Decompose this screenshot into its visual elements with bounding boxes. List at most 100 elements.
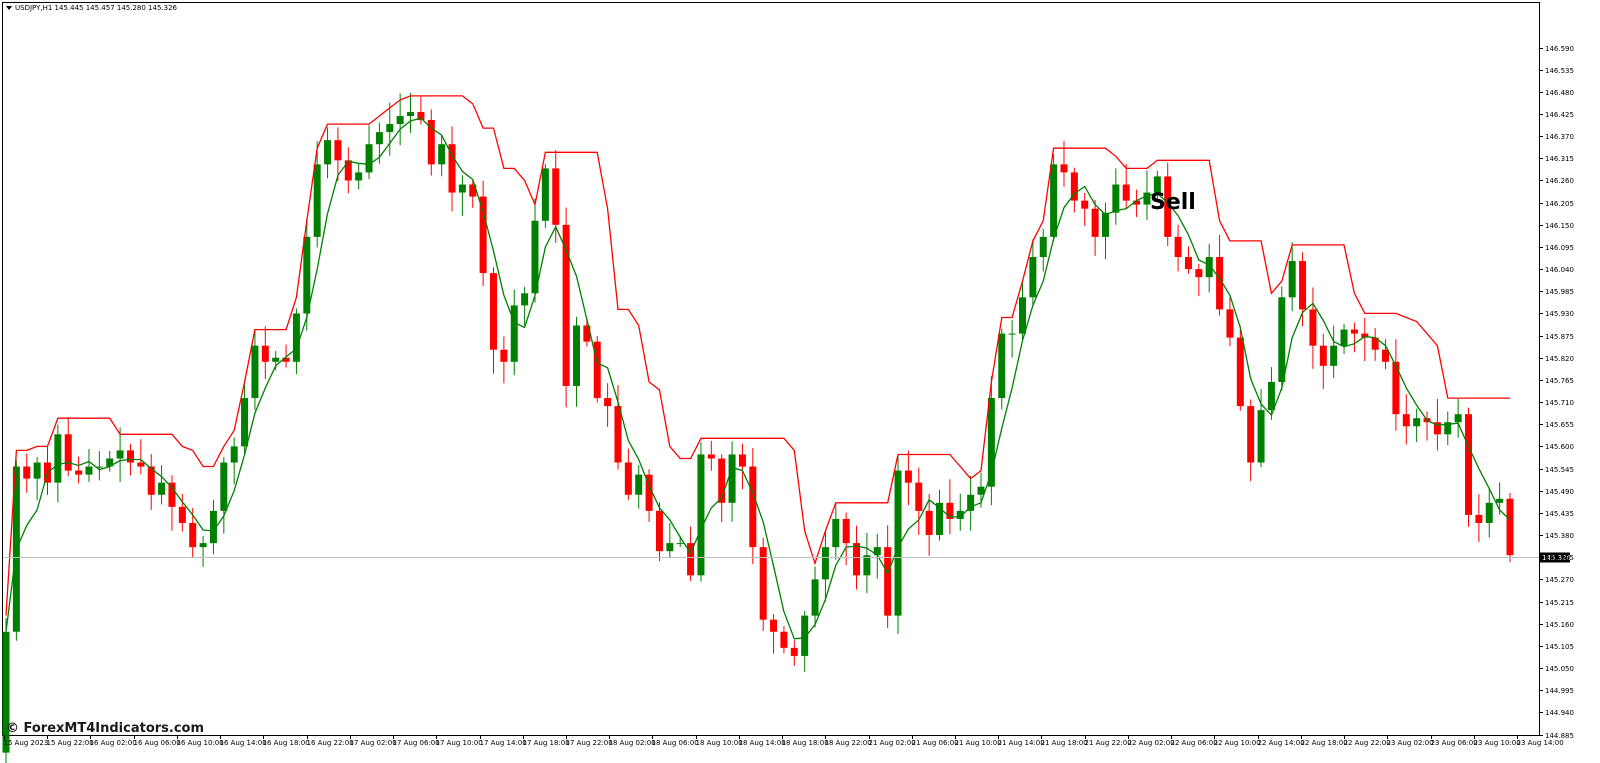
x-tick-label: 17 Aug 02:00	[350, 739, 397, 747]
bull-candle-body	[2, 631, 10, 753]
bull-candle-body	[967, 494, 975, 511]
bull-candle-body	[1018, 297, 1026, 334]
bear-candle-body	[1465, 414, 1473, 515]
bear-candle-body	[904, 470, 912, 483]
price-axis: 146.590 146.535 146.480 146.425 146.370 146.3…	[1539, 45, 1574, 740]
bands-layer	[5, 95, 1511, 640]
y-tick-label: 145.765	[1545, 377, 1574, 385]
bull-candle-body	[458, 184, 466, 193]
x-tick-label: 21 Aug 14:00	[998, 739, 1045, 747]
bull-candle-body	[1205, 257, 1213, 278]
x-tick-label: 23 Aug 10:00	[1474, 739, 1521, 747]
bear-candle-body	[583, 325, 591, 342]
y-tick-label: 146.590	[1545, 45, 1574, 53]
x-tick-label: 16 Aug 18:00	[263, 739, 310, 747]
bear-candle-body	[1361, 333, 1369, 338]
bear-candle-body	[1174, 236, 1182, 258]
x-tick-label: 16 Aug 02:00	[90, 739, 137, 747]
x-tick-label: 23 Aug 02:00	[1387, 739, 1434, 747]
bear-candle-body	[500, 349, 508, 362]
bear-candle-body	[1081, 200, 1089, 209]
bear-candle-body	[1392, 361, 1400, 415]
bull-candle-body	[1496, 498, 1504, 503]
bear-candle-body	[1195, 269, 1203, 278]
bull-candle-body	[1444, 422, 1452, 435]
bear-candle-body	[490, 273, 498, 350]
x-tick-label: 16 Aug 06:00	[134, 739, 181, 747]
bear-candle-body	[1122, 184, 1130, 201]
bull-candle-body	[116, 450, 124, 459]
y-tick-label: 145.875	[1545, 333, 1574, 341]
bull-candle-body	[209, 510, 217, 544]
bull-candle-body	[158, 482, 166, 495]
y-tick-label: 146.480	[1545, 89, 1574, 97]
bear-candle-body	[624, 462, 632, 495]
bear-candle-body	[655, 510, 663, 552]
last-price-tag-label: 145.326	[1542, 554, 1571, 562]
x-tick-label: 21 Aug 06:00	[912, 739, 959, 747]
bear-candle-body	[707, 454, 715, 459]
bull-candle-body	[292, 313, 300, 362]
x-tick-label: 17 Aug 22:00	[566, 739, 613, 747]
bull-candle-body	[873, 547, 881, 556]
bear-candle-body	[853, 543, 861, 576]
bull-candle-body	[396, 115, 404, 125]
bull-candle-body	[987, 398, 995, 487]
bear-candle-body	[1475, 514, 1483, 523]
bear-candle-body	[469, 184, 477, 197]
bear-candle-body	[1433, 422, 1441, 435]
bull-candle-body	[303, 236, 311, 314]
y-tick-label: 146.150	[1545, 222, 1574, 230]
bull-candle-body	[1485, 502, 1493, 523]
bear-candle-body	[75, 470, 83, 475]
bear-candle-body	[1299, 261, 1307, 310]
bear-candle-body	[1226, 309, 1234, 338]
bear-candle-body	[790, 647, 798, 656]
bull-candle-body	[220, 462, 228, 511]
bear-candle-body	[282, 357, 290, 362]
y-tick-label: 145.820	[1545, 355, 1574, 363]
x-tick-label: 18 Aug 02:00	[609, 739, 656, 747]
x-tick-label: 16 Aug 14:00	[220, 739, 267, 747]
bear-candle-body	[427, 120, 435, 165]
bear-candle-body	[1382, 349, 1390, 362]
bear-candle-body	[770, 619, 778, 632]
bear-candle-body	[64, 434, 72, 471]
chart-menu-triangle-icon[interactable]	[6, 6, 12, 10]
bear-candle-body	[261, 345, 269, 362]
bull-candle-body	[1454, 414, 1462, 423]
x-tick-label: 22 Aug 14:00	[1258, 739, 1305, 747]
bear-candle-body	[718, 458, 726, 503]
bear-candle-body	[1506, 498, 1514, 556]
bull-candle-body	[1278, 297, 1286, 382]
bull-candle-body	[531, 220, 539, 294]
bear-candle-body	[1091, 208, 1099, 237]
y-tick-label: 144.940	[1545, 709, 1574, 717]
y-tick-label: 145.050	[1545, 665, 1574, 673]
bull-candle-body	[407, 111, 415, 116]
y-tick-label: 144.885	[1545, 732, 1574, 740]
bear-candle-body	[925, 510, 933, 536]
sell-signal-label: Sell	[1150, 190, 1196, 215]
y-tick-label: 145.325	[1545, 554, 1574, 562]
x-tick-label: 15 Aug 22:00	[47, 739, 94, 747]
bull-candle-body	[998, 333, 1006, 399]
y-tick-label: 145.985	[1545, 288, 1574, 296]
x-tick-label: 17 Aug 10:00	[436, 739, 483, 747]
bear-candle-body	[417, 111, 425, 121]
bull-candle-body	[956, 510, 964, 519]
bear-candle-body	[479, 196, 487, 274]
bear-candle-body	[1319, 345, 1327, 366]
bear-candle-body	[23, 466, 31, 479]
bear-candle-body	[147, 466, 155, 495]
bull-candle-body	[33, 462, 41, 479]
y-tick-label: 146.315	[1545, 155, 1574, 163]
bull-candle-body	[1101, 212, 1109, 237]
bull-candle-body	[936, 502, 944, 536]
bull-candle-body	[541, 168, 549, 221]
x-tick-label: 18 Aug 18:00	[782, 739, 829, 747]
y-tick-label: 145.655	[1545, 421, 1574, 429]
